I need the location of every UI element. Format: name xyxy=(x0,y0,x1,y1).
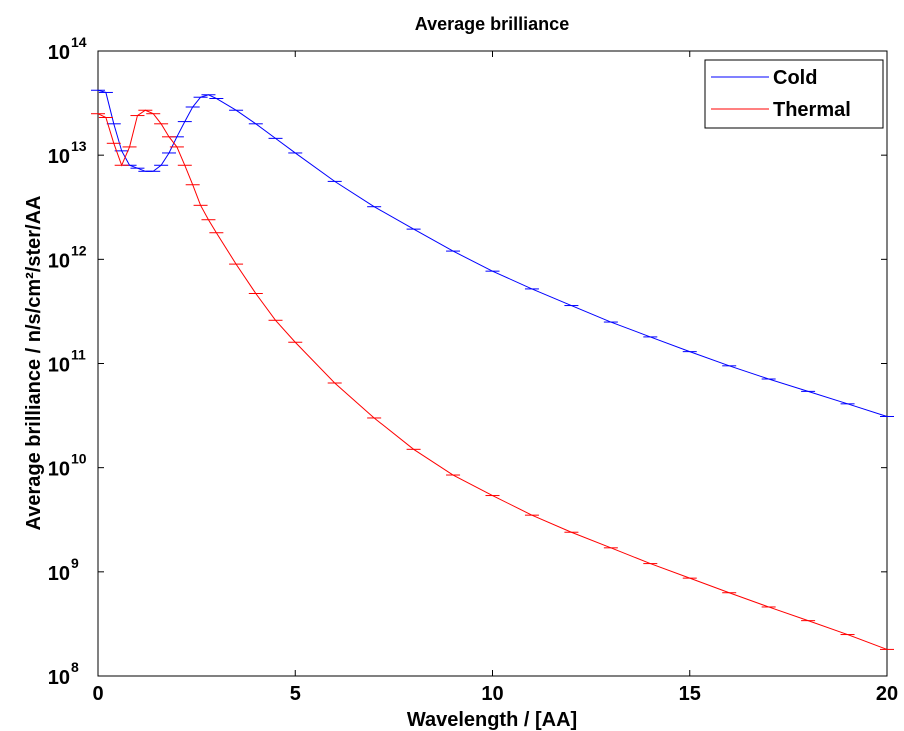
y-tick-label: 10 xyxy=(48,667,70,689)
y-tick-label: 10 xyxy=(48,459,70,481)
y-tick-base: 10 xyxy=(48,667,70,689)
y-tick-exponent: 11 xyxy=(71,347,86,363)
y-tick-label: 10 xyxy=(48,250,70,272)
series-line xyxy=(97,109,888,650)
x-axis-label: Wavelength / [AA] xyxy=(407,709,577,731)
y-tick-exponent: 10 xyxy=(71,451,87,467)
x-tick-label: 10 xyxy=(481,683,503,705)
x-tick-label: 5 xyxy=(290,683,301,705)
legend-label: Thermal xyxy=(773,99,851,121)
y-tick-base: 10 xyxy=(48,355,70,377)
y-tick-base: 10 xyxy=(48,563,70,585)
chart-title: Average brilliance xyxy=(415,14,569,34)
x-tick-label: 15 xyxy=(679,683,701,705)
y-tick-base: 10 xyxy=(48,42,70,64)
y-tick-exponent: 12 xyxy=(71,242,87,258)
y-tick-label: 10 xyxy=(48,563,70,585)
y-tick-exponent: 14 xyxy=(71,34,87,50)
legend-label: Cold xyxy=(773,67,817,89)
plot-frame xyxy=(97,50,888,677)
y-tick-label: 10 xyxy=(48,355,70,377)
x-tick-label: 20 xyxy=(876,683,898,705)
y-tick-exponent: 9 xyxy=(71,555,79,571)
y-tick-base: 10 xyxy=(48,250,70,272)
series-line xyxy=(97,89,888,417)
y-tick-label: 10 xyxy=(48,146,70,168)
y-axis-label: Average brilliance / n/s/cm²/ster/AA xyxy=(23,196,45,531)
y-tick-exponent: 13 xyxy=(71,138,87,154)
x-tick-label: 0 xyxy=(92,683,103,705)
y-tick-label: 10 xyxy=(48,42,70,64)
y-tick-exponent: 8 xyxy=(71,659,79,675)
y-tick-base: 10 xyxy=(48,146,70,168)
legend-box xyxy=(704,59,884,129)
y-tick-base: 10 xyxy=(48,459,70,481)
